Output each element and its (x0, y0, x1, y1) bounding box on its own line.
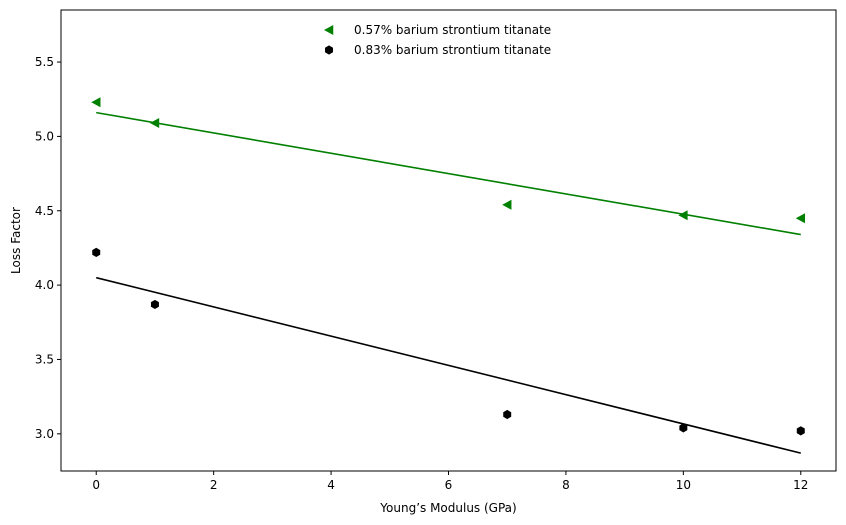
x-tick-label: 2 (210, 478, 218, 492)
plot-frame (60, 9, 837, 472)
axes: 0 2 4 6 8 10 12 3.0 3.5 4.0 4.5 5.0 5.5 (35, 9, 837, 492)
x-tick-label: 6 (445, 478, 453, 492)
y-tick-label: 5.5 (35, 55, 54, 69)
legend: 0.57% barium strontium titanate 0.83% bar… (324, 23, 551, 57)
data-point-series-2 (150, 299, 159, 310)
x-tick-label: 8 (562, 478, 570, 492)
legend-entry-2: 0.83% barium strontium titanate (325, 43, 551, 57)
data-point-series-2 (679, 423, 688, 433)
y-tick-label: 4.0 (35, 278, 54, 292)
y-tick-label: 3.5 (35, 352, 54, 366)
data-point-series-1 (678, 210, 688, 221)
x-tick-label: 4 (327, 478, 335, 492)
data-point-series-2 (503, 409, 512, 420)
x-tick-label: 12 (793, 478, 808, 492)
series-2 (92, 247, 805, 454)
plot-area (91, 97, 806, 454)
fit-line-series-1 (96, 111, 801, 236)
legend-marker (324, 25, 334, 35)
x-axis-label: Young’s Modulus (GPa) (379, 501, 516, 515)
legend-label: 0.83% barium strontium titanate (354, 43, 551, 57)
data-point-series-2 (92, 247, 101, 257)
y-tick-label: 3.0 (35, 427, 54, 441)
data-point-series-2 (796, 426, 805, 436)
y-axis-label: Loss Factor (9, 207, 23, 274)
series-1 (91, 97, 806, 236)
data-point-series-1 (91, 97, 101, 108)
y-tick-label: 4.5 (35, 204, 54, 218)
data-point-series-1 (149, 118, 160, 129)
y-tick-label: 5.0 (35, 129, 54, 143)
data-point-series-1 (502, 199, 512, 210)
legend-label: 0.57% barium strontium titanate (354, 23, 551, 37)
legend-marker (325, 45, 333, 55)
x-tick-label: 0 (92, 478, 100, 492)
x-tick-label: 10 (676, 478, 691, 492)
legend-entry-1: 0.57% barium strontium titanate (324, 23, 551, 37)
data-point-series-1 (795, 213, 806, 224)
fit-line-series-2 (96, 276, 801, 454)
